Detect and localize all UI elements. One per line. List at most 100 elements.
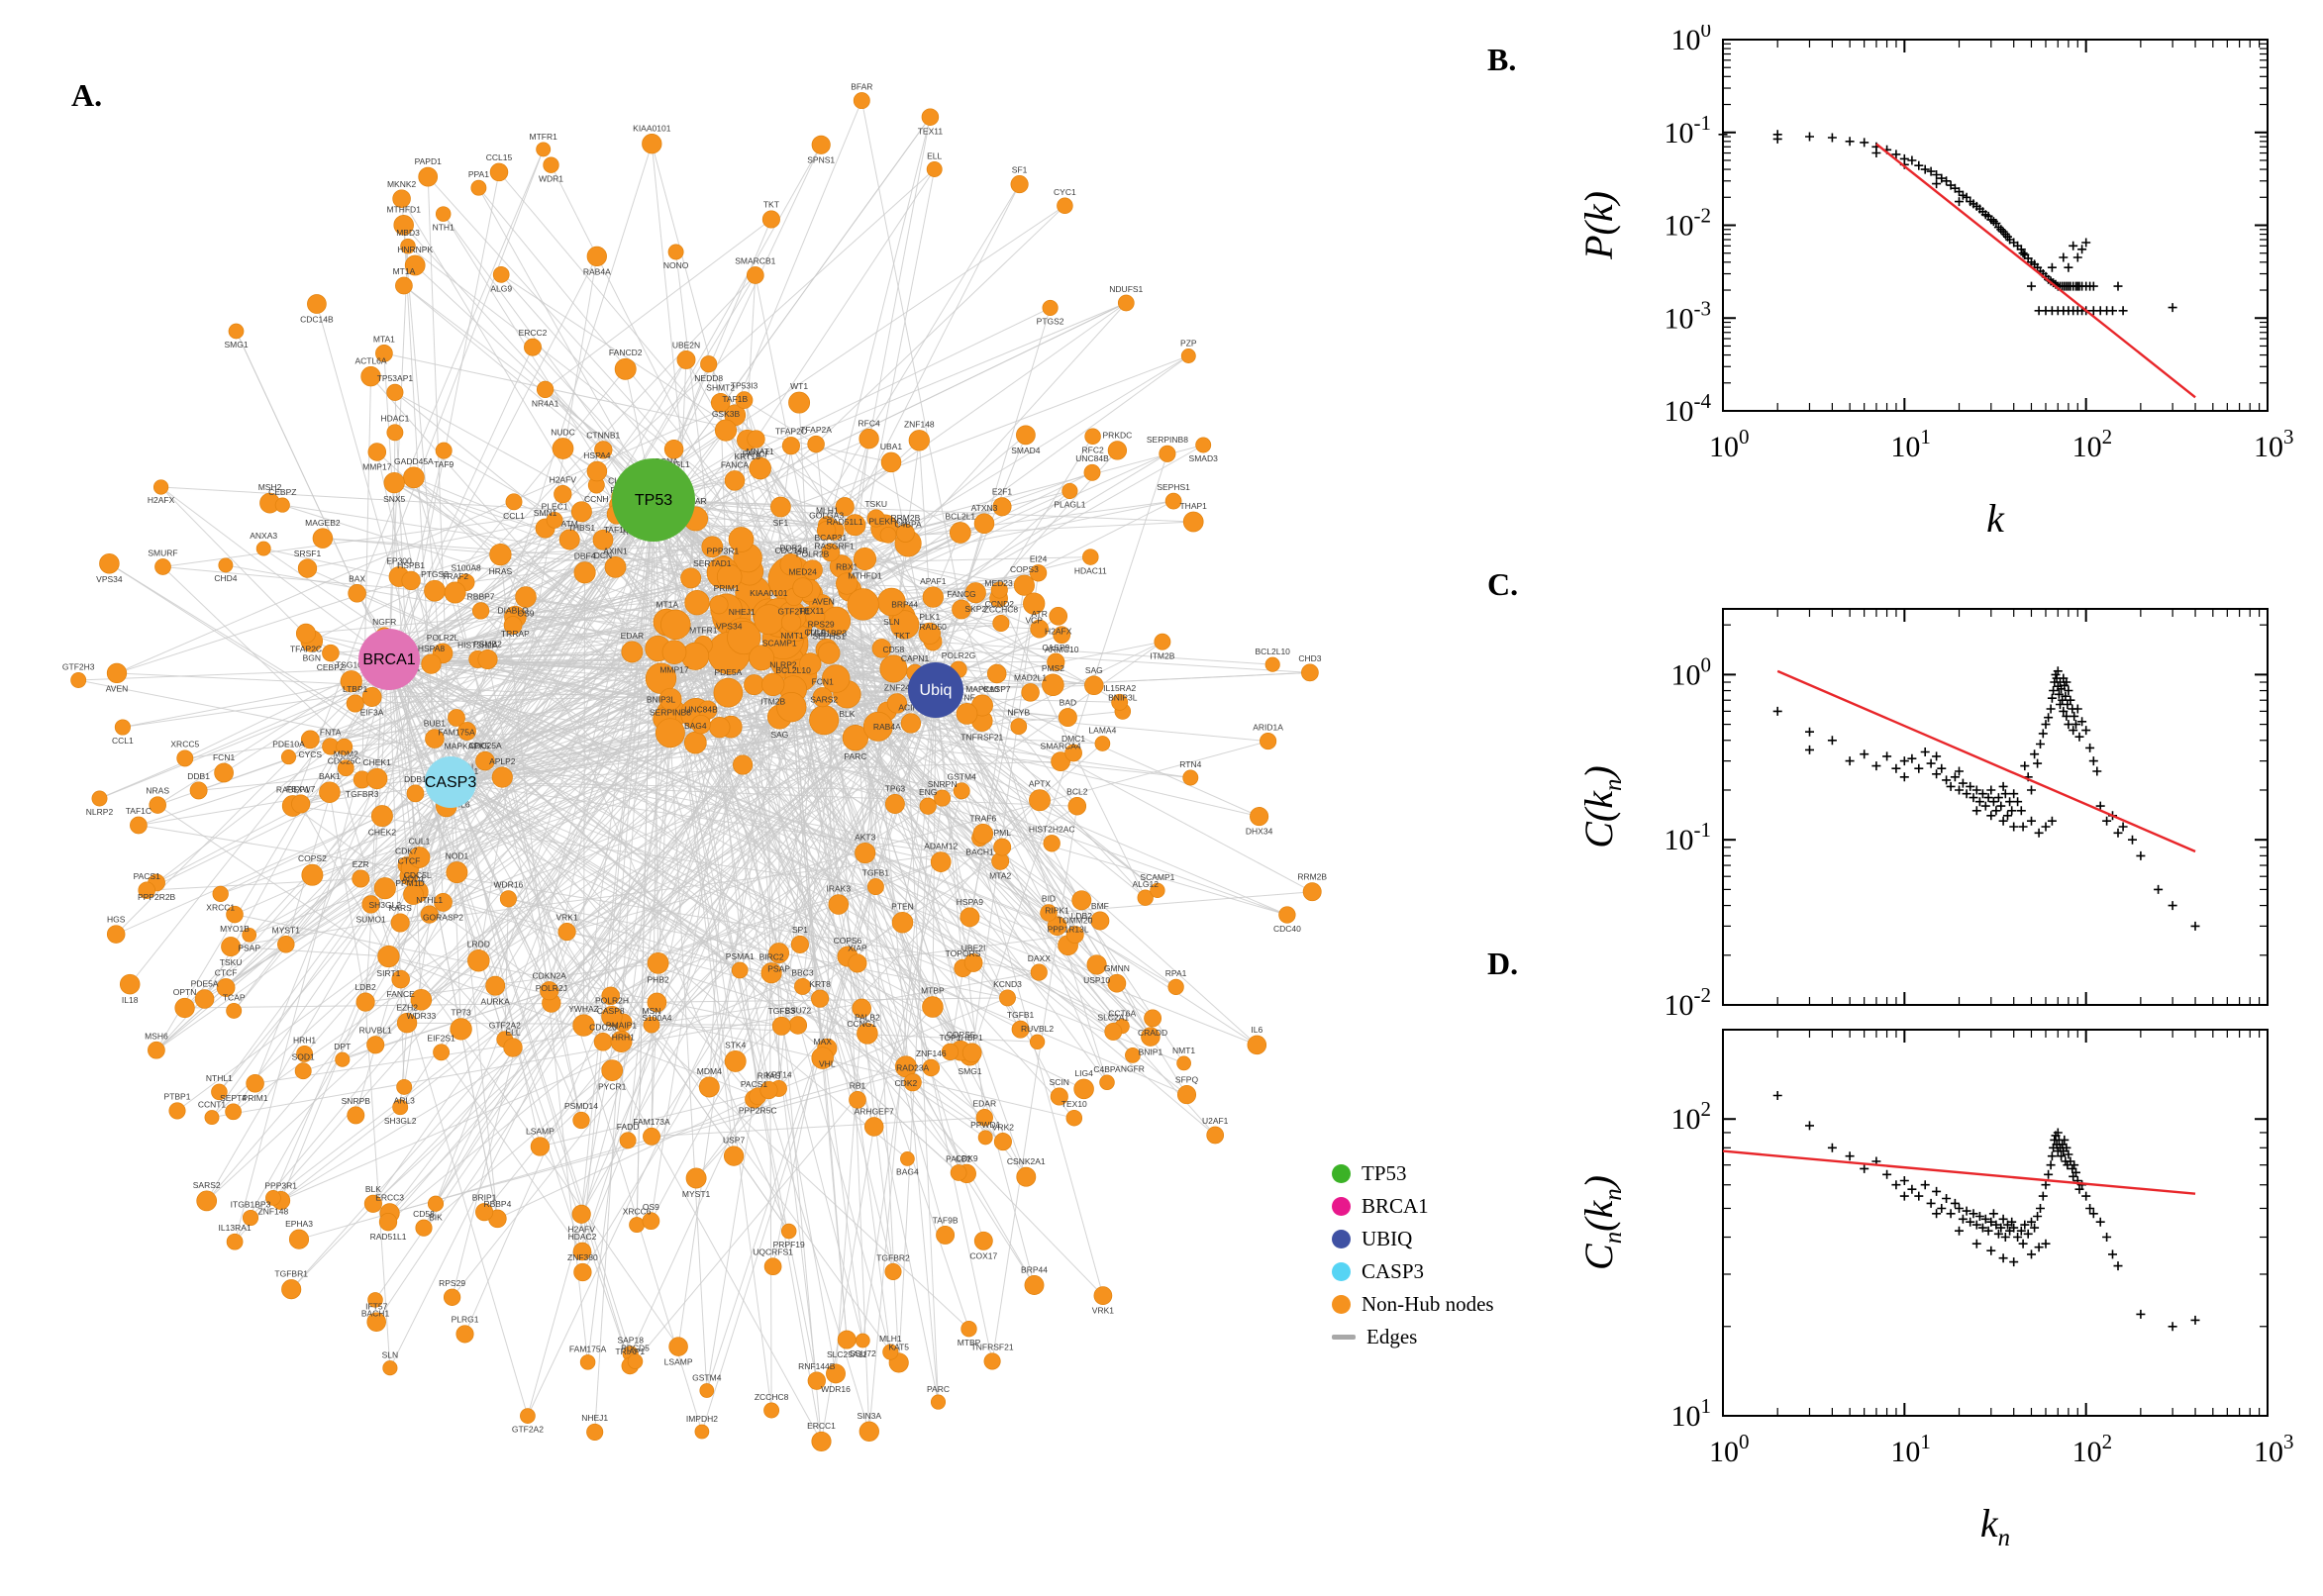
svg-text:SERPINB8: SERPINB8 — [1147, 435, 1188, 445]
svg-text:GTF2H1: GTF2H1 — [778, 607, 811, 617]
svg-text:VHL: VHL — [819, 1059, 836, 1069]
svg-text:IL15RA2: IL15RA2 — [1103, 683, 1136, 693]
svg-text:MED24: MED24 — [789, 567, 818, 577]
svg-text:PMAIP1: PMAIP1 — [606, 1020, 637, 1030]
svg-text:TCAP: TCAP — [223, 992, 246, 1002]
svg-text:IL18: IL18 — [122, 995, 139, 1005]
svg-text:RTN4: RTN4 — [1179, 759, 1201, 769]
svg-text:EZR: EZR — [353, 859, 369, 869]
svg-text:PRIM1: PRIM1 — [243, 1093, 268, 1103]
svg-text:PSMA1: PSMA1 — [726, 951, 755, 961]
svg-text:TSKU: TSKU — [864, 499, 887, 509]
svg-text:PLEC1: PLEC1 — [542, 501, 568, 511]
svg-text:TFAP2C: TFAP2C — [290, 645, 322, 654]
svg-text:PPWD1: PPWD1 — [970, 1120, 1001, 1130]
svg-text:NTHL1: NTHL1 — [416, 895, 443, 905]
svg-text:SPNS1: SPNS1 — [807, 155, 835, 165]
svg-text:BNIP3L: BNIP3L — [1108, 693, 1138, 703]
svg-text:HGS: HGS — [107, 915, 126, 925]
svg-text:SLC2A1: SLC2A1 — [1097, 1012, 1129, 1022]
svg-text:SH3GL2: SH3GL2 — [368, 900, 401, 910]
legend-node-swatch-icon — [1332, 1294, 1351, 1314]
svg-text:APAF1: APAF1 — [920, 576, 947, 586]
svg-text:HRAS: HRAS — [489, 566, 513, 576]
svg-text:RPS29: RPS29 — [439, 1278, 465, 1288]
svg-text:TGFB3: TGFB3 — [768, 1006, 796, 1016]
svg-text:PDE5A: PDE5A — [191, 979, 219, 989]
svg-text:SLC25A11: SLC25A11 — [827, 1349, 867, 1359]
svg-text:TRAF2: TRAF2 — [442, 571, 468, 581]
svg-text:TAF9: TAF9 — [434, 459, 454, 469]
svg-text:AVEN: AVEN — [106, 684, 129, 694]
svg-text:CDC14B: CDC14B — [775, 546, 809, 555]
legend-item-non-hub-nodes: Non-Hub nodes — [1332, 1291, 1494, 1317]
svg-text:RAD51L1: RAD51L1 — [370, 1232, 407, 1242]
svg-text:PRPF19: PRPF19 — [773, 1240, 805, 1249]
svg-text:EZH2: EZH2 — [396, 1002, 418, 1012]
svg-text:WDR1: WDR1 — [539, 174, 563, 184]
svg-text:HIST2H2AC: HIST2H2AC — [1029, 825, 1075, 835]
svg-text:ZNF146: ZNF146 — [916, 1048, 947, 1058]
svg-text:NHEJ1: NHEJ1 — [581, 1413, 608, 1423]
svg-text:PDE5A: PDE5A — [714, 667, 742, 677]
svg-text:XRCC6: XRCC6 — [623, 1207, 652, 1217]
svg-text:BCL2L10: BCL2L10 — [775, 665, 811, 675]
svg-text:TEX10: TEX10 — [1061, 1099, 1087, 1109]
svg-text:FADD: FADD — [617, 1122, 640, 1132]
svg-text:CYCS: CYCS — [298, 749, 322, 759]
svg-text:CDK7: CDK7 — [395, 847, 418, 856]
plot-d-xlabel: kn — [1980, 1501, 2010, 1551]
svg-text:PARC: PARC — [927, 1384, 950, 1394]
svg-text:RAB4A: RAB4A — [583, 267, 611, 277]
svg-text:SF1: SF1 — [773, 518, 789, 528]
svg-text:EPHA3: EPHA3 — [285, 1219, 313, 1229]
svg-text:BACH1: BACH1 — [361, 1308, 390, 1318]
svg-text:H2AFX: H2AFX — [148, 495, 175, 505]
svg-text:FCN1: FCN1 — [812, 677, 834, 687]
svg-text:DMC1: DMC1 — [1061, 734, 1085, 744]
svg-text:TSKU: TSKU — [220, 957, 243, 967]
svg-text:BAX: BAX — [349, 573, 365, 583]
plot-c-ylabel: C(kn) — [1576, 765, 1627, 848]
svg-text:BCL2L1: BCL2L1 — [945, 512, 975, 522]
svg-text:UBE2I: UBE2I — [961, 943, 986, 952]
svg-text:FANCF: FANCF — [743, 449, 770, 458]
svg-text:TOPORS: TOPORS — [946, 948, 981, 958]
svg-text:RRAS: RRAS — [758, 1070, 781, 1080]
svg-text:PSMD14: PSMD14 — [564, 1101, 598, 1111]
svg-text:SFPQ: SFPQ — [1175, 1074, 1199, 1084]
svg-text:MLH1: MLH1 — [816, 506, 839, 516]
svg-text:NLRP2: NLRP2 — [769, 660, 797, 670]
svg-text:DDB2: DDB2 — [779, 543, 802, 552]
svg-text:KRT8: KRT8 — [809, 979, 831, 989]
plot-b-xlabel: k — [1986, 496, 2005, 541]
svg-text:CAPN1: CAPN1 — [901, 653, 930, 663]
svg-text:SLN: SLN — [382, 1349, 399, 1359]
svg-text:MLH1: MLH1 — [879, 1334, 902, 1344]
svg-text:10-2: 10-2 — [1665, 983, 1712, 1020]
svg-text:MTHFD1: MTHFD1 — [386, 204, 421, 214]
svg-text:PSAP: PSAP — [767, 964, 790, 974]
svg-text:ARL3: ARL3 — [394, 1095, 416, 1105]
svg-text:PTGS2: PTGS2 — [1037, 317, 1064, 327]
svg-text:TEX11: TEX11 — [918, 127, 944, 137]
svg-text:100: 100 — [1671, 652, 1712, 691]
svg-text:RPA1: RPA1 — [1165, 968, 1187, 978]
svg-text:COPS2: COPS2 — [298, 853, 327, 863]
svg-text:NOD1: NOD1 — [446, 851, 469, 861]
svg-text:CDC40: CDC40 — [1273, 924, 1301, 934]
svg-text:SMAD3: SMAD3 — [1189, 453, 1219, 463]
svg-text:10-3: 10-3 — [1665, 296, 1712, 335]
svg-text:H2AFV: H2AFV — [550, 474, 577, 484]
svg-text:PPM1D: PPM1D — [395, 878, 424, 888]
svg-text:FBXW7: FBXW7 — [286, 784, 316, 794]
svg-text:PLK1: PLK1 — [919, 612, 940, 622]
svg-text:PRKDC: PRKDC — [1103, 431, 1133, 441]
svg-text:PAPD1: PAPD1 — [415, 156, 443, 166]
svg-text:BACH1: BACH1 — [965, 848, 994, 857]
svg-text:HDAC2: HDAC2 — [568, 1232, 597, 1242]
svg-text:BRP44: BRP44 — [1021, 1264, 1048, 1274]
svg-text:CDK9: CDK9 — [956, 1153, 978, 1163]
plot-c-fit-line — [1776, 669, 2196, 853]
hub-node-tp53 — [612, 458, 695, 542]
